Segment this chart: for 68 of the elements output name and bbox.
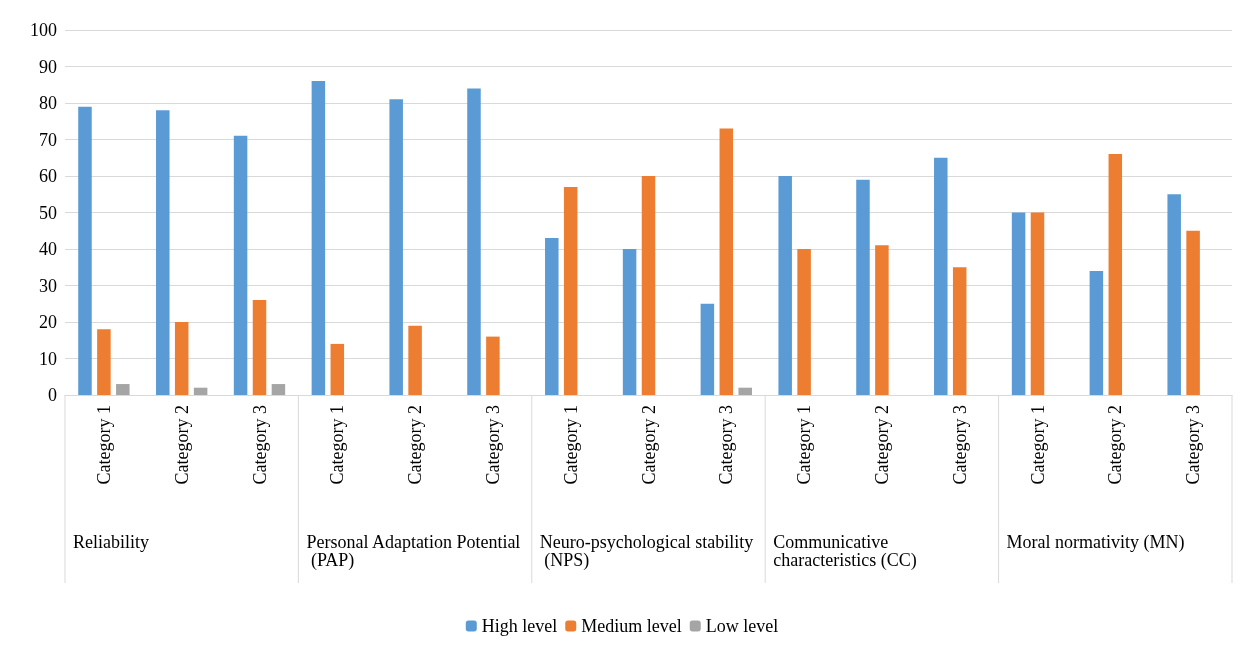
bar xyxy=(719,128,734,395)
bar xyxy=(330,343,345,395)
y-tick-label: 100 xyxy=(30,20,57,40)
bar xyxy=(193,387,208,395)
bar xyxy=(97,329,111,395)
bar xyxy=(389,99,403,395)
bar xyxy=(1186,230,1200,395)
y-tick-label: 80 xyxy=(39,93,57,113)
y-tick-label: 90 xyxy=(39,56,57,77)
y-tick-label: 10 xyxy=(39,348,57,369)
x-tick-label: Category 2 xyxy=(638,405,659,485)
bar xyxy=(1108,154,1123,395)
bar xyxy=(233,135,248,395)
y-tick-label: 20 xyxy=(39,312,57,332)
legend-label: Medium level xyxy=(581,616,682,636)
text: Personal Adaptation Potential (PAP) xyxy=(306,532,521,571)
bar xyxy=(545,238,559,395)
bar xyxy=(1167,194,1181,395)
bar xyxy=(311,81,326,395)
bar xyxy=(252,300,267,395)
bar xyxy=(622,249,637,395)
bar xyxy=(778,176,792,395)
x-tick-label: Category 1 xyxy=(560,405,581,485)
x-tick-label: Category 1 xyxy=(93,405,114,485)
x-tick-label: Category 3 xyxy=(249,405,270,485)
bar xyxy=(641,176,656,395)
bar xyxy=(271,384,286,395)
bar xyxy=(856,179,870,395)
y-tick-label: 40 xyxy=(39,239,57,259)
x-tick-label: Category 3 xyxy=(482,405,503,485)
text: Communicative characteristics (CC) xyxy=(773,532,917,571)
bar xyxy=(875,245,889,395)
bar xyxy=(700,303,715,395)
bar xyxy=(408,325,422,395)
bar xyxy=(952,267,967,395)
x-tick-label: Category 2 xyxy=(171,405,192,485)
bar xyxy=(934,157,948,395)
text: Neuro-psychological stability (NPS) xyxy=(539,532,754,571)
y-tick-label: 70 xyxy=(39,129,57,150)
x-tick-label: Category 1 xyxy=(1027,405,1048,485)
bar xyxy=(156,110,170,395)
bar xyxy=(563,186,578,395)
bar xyxy=(1089,270,1104,395)
y-tick-label: 50 xyxy=(39,202,57,223)
bar xyxy=(116,384,130,395)
text: Moral normativity (MN) xyxy=(1006,532,1185,553)
y-tick-label: 0 xyxy=(48,385,57,405)
x-tick-label: Category 2 xyxy=(871,405,892,485)
bar xyxy=(467,88,481,395)
x-tick-label: Category 3 xyxy=(716,405,737,485)
y-tick-label: 60 xyxy=(39,166,57,186)
legend-label: High level xyxy=(481,616,558,636)
bar xyxy=(78,106,92,395)
text: Reliability xyxy=(73,532,149,552)
x-tick-label: Category 1 xyxy=(794,405,815,485)
x-tick-label: Category 2 xyxy=(1105,405,1126,485)
x-tick-label: Category 1 xyxy=(327,405,348,485)
legend-label: Low level xyxy=(705,616,779,636)
y-tick-label: 30 xyxy=(39,275,57,296)
bar xyxy=(738,387,752,395)
bar xyxy=(797,249,811,395)
x-tick-label: Category 2 xyxy=(405,405,426,485)
bar xyxy=(486,336,500,395)
bar xyxy=(1030,212,1045,395)
bar xyxy=(1011,212,1026,395)
bar xyxy=(174,322,189,395)
x-tick-label: Category 3 xyxy=(1183,405,1204,485)
x-tick-label: Category 3 xyxy=(949,405,970,485)
